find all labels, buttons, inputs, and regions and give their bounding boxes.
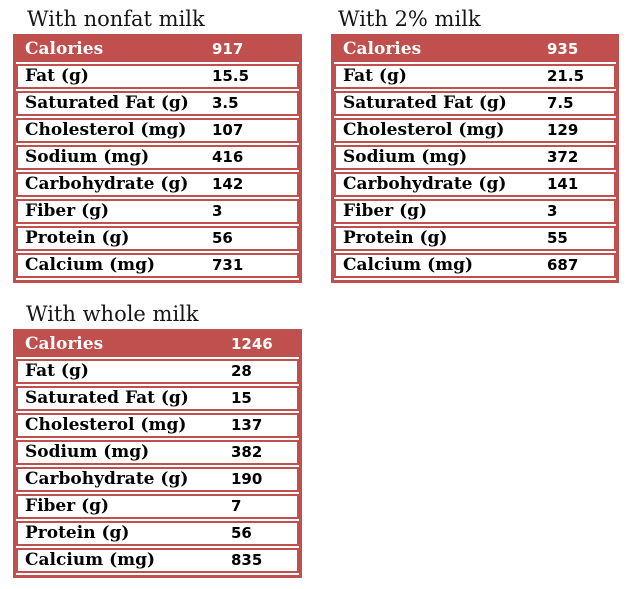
row-label: Fat (g) xyxy=(25,361,89,381)
row-value: 107 xyxy=(212,121,244,139)
table-row: Protein (g) 56 xyxy=(16,521,299,546)
row-value: 28 xyxy=(231,362,252,380)
row-value: 731 xyxy=(212,256,244,274)
row-value: 3.5 xyxy=(212,94,239,112)
row-value: 137 xyxy=(231,416,263,434)
nutrition-section-whole: With whole milk Calories 1246 Fat (g) 28… xyxy=(13,295,302,578)
table-row: Saturated Fat (g) 7.5 xyxy=(334,91,616,116)
row-label: Saturated Fat (g) xyxy=(25,93,189,113)
table-row: Cholesterol (mg) 107 xyxy=(16,118,299,143)
nutrition-table-nonfat: Calories 917 Fat (g) 15.5 Saturated Fat … xyxy=(13,34,302,283)
table-header-row: Calories 935 xyxy=(334,37,616,62)
header-value: 917 xyxy=(212,40,244,58)
table-row: Sodium (mg) 372 xyxy=(334,145,616,170)
table-header-row: Calories 917 xyxy=(16,37,299,62)
table-row: Carbohydrate (g) 141 xyxy=(334,172,616,197)
row-label: Calcium (mg) xyxy=(25,550,156,570)
row-label: Carbohydrate (g) xyxy=(25,174,189,194)
row-label: Saturated Fat (g) xyxy=(25,388,189,408)
row-label: Protein (g) xyxy=(25,228,130,248)
row-value: 55 xyxy=(547,229,568,247)
table-row: Fiber (g) 3 xyxy=(16,199,299,224)
header-label: Calories xyxy=(25,39,104,59)
table-row: Fiber (g) 3 xyxy=(334,199,616,224)
row-value: 15.5 xyxy=(212,67,250,85)
table-row: Cholesterol (mg) 137 xyxy=(16,413,299,438)
table-row: Saturated Fat (g) 15 xyxy=(16,386,299,411)
row-value: 3 xyxy=(547,202,558,220)
row-label: Calcium (mg) xyxy=(343,255,474,275)
table-row: Fiber (g) 7 xyxy=(16,494,299,519)
row-label: Carbohydrate (g) xyxy=(343,174,507,194)
table-title: With nonfat milk xyxy=(27,7,205,31)
nutrition-section-nonfat: With nonfat milk Calories 917 Fat (g) 15… xyxy=(13,0,302,283)
row-label: Cholesterol (mg) xyxy=(343,120,505,140)
table-row: Carbohydrate (g) 142 xyxy=(16,172,299,197)
row-value: 142 xyxy=(212,175,244,193)
row-label: Sodium (mg) xyxy=(25,147,150,167)
row-value: 21.5 xyxy=(547,67,585,85)
table-row: Calcium (mg) 731 xyxy=(16,253,299,278)
row-label: Fiber (g) xyxy=(25,201,110,221)
table-title: With whole milk xyxy=(26,302,199,326)
table-row: Calcium (mg) 687 xyxy=(334,253,616,278)
header-value: 935 xyxy=(547,40,579,58)
row-label: Sodium (mg) xyxy=(343,147,468,167)
row-value: 56 xyxy=(212,229,233,247)
table-row: Protein (g) 55 xyxy=(334,226,616,251)
row-label: Protein (g) xyxy=(343,228,448,248)
row-label: Fat (g) xyxy=(25,66,89,86)
row-label: Calcium (mg) xyxy=(25,255,156,275)
nutrition-table-2percent: Calories 935 Fat (g) 21.5 Saturated Fat … xyxy=(331,34,619,283)
row-label: Carbohydrate (g) xyxy=(25,469,189,489)
row-label: Cholesterol (mg) xyxy=(25,415,187,435)
row-value: 141 xyxy=(547,175,579,193)
row-value: 7 xyxy=(231,497,242,515)
row-label: Saturated Fat (g) xyxy=(343,93,507,113)
table-row: Protein (g) 56 xyxy=(16,226,299,251)
row-value: 382 xyxy=(231,443,263,461)
table-row: Sodium (mg) 416 xyxy=(16,145,299,170)
table-title: With 2% milk xyxy=(338,7,481,31)
row-value: 835 xyxy=(231,551,263,569)
header-value: 1246 xyxy=(231,335,273,353)
row-label: Sodium (mg) xyxy=(25,442,150,462)
row-label: Protein (g) xyxy=(25,523,130,543)
row-value: 15 xyxy=(231,389,252,407)
header-label: Calories xyxy=(343,39,422,59)
header-label: Calories xyxy=(25,334,104,354)
row-label: Cholesterol (mg) xyxy=(25,120,187,140)
row-value: 372 xyxy=(547,148,579,166)
table-row: Sodium (mg) 382 xyxy=(16,440,299,465)
table-row: Saturated Fat (g) 3.5 xyxy=(16,91,299,116)
row-label: Fiber (g) xyxy=(25,496,110,516)
row-value: 190 xyxy=(231,470,263,488)
table-header-row: Calories 1246 xyxy=(16,332,299,357)
row-value: 7.5 xyxy=(547,94,574,112)
table-row: Calcium (mg) 835 xyxy=(16,548,299,573)
row-value: 129 xyxy=(547,121,579,139)
table-row: Fat (g) 28 xyxy=(16,359,299,384)
row-label: Fiber (g) xyxy=(343,201,428,221)
row-value: 687 xyxy=(547,256,579,274)
table-row: Cholesterol (mg) 129 xyxy=(334,118,616,143)
row-value: 3 xyxy=(212,202,223,220)
nutrition-section-2percent: With 2% milk Calories 935 Fat (g) 21.5 S… xyxy=(331,0,619,283)
row-value: 56 xyxy=(231,524,252,542)
row-value: 416 xyxy=(212,148,244,166)
nutrition-table-whole: Calories 1246 Fat (g) 28 Saturated Fat (… xyxy=(13,329,302,578)
table-row: Fat (g) 21.5 xyxy=(334,64,616,89)
table-row: Fat (g) 15.5 xyxy=(16,64,299,89)
row-label: Fat (g) xyxy=(343,66,407,86)
table-row: Carbohydrate (g) 190 xyxy=(16,467,299,492)
